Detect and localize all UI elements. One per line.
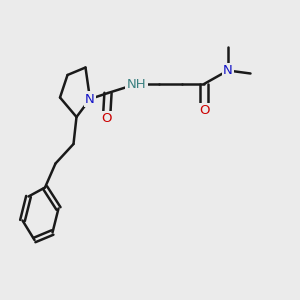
Text: N: N [85, 92, 95, 106]
Text: NH: NH [127, 77, 146, 91]
Text: O: O [199, 104, 209, 118]
Text: N: N [223, 64, 233, 77]
Text: O: O [101, 112, 112, 125]
